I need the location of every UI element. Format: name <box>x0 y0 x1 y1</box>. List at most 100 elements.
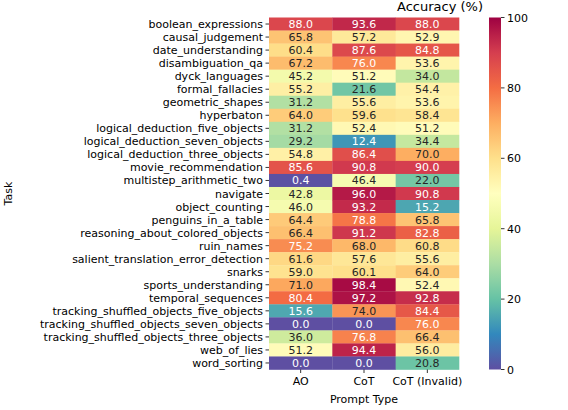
cell-label: 36.0 <box>288 331 313 344</box>
cell-label: 74.0 <box>352 305 377 318</box>
cell-label: 93.2 <box>352 201 377 214</box>
x-tick-label: AO <box>293 375 309 388</box>
cell-label: 55.6 <box>352 96 377 109</box>
x-tick <box>427 370 428 374</box>
y-tick <box>266 284 270 285</box>
y-tick <box>266 206 270 207</box>
heatmap-cell <box>332 161 396 174</box>
heatmap-cell <box>332 200 396 213</box>
y-tick <box>266 50 270 51</box>
y-tick <box>266 232 270 233</box>
y-tick-label: geometric_shapes <box>163 96 264 109</box>
heatmap-cell <box>332 187 396 200</box>
heatmap-cell <box>332 148 396 161</box>
cell-label: 67.2 <box>288 57 313 70</box>
heatmap-cell <box>332 317 396 330</box>
heatmap-cell <box>332 109 396 122</box>
colorbar-tick-label: 40 <box>507 223 521 236</box>
cell-label: 76.0 <box>415 318 440 331</box>
y-tick <box>266 63 270 64</box>
cell-label: 96.0 <box>352 188 377 201</box>
cell-label: 57.6 <box>352 253 377 266</box>
colorbar-tick-label: 100 <box>507 12 528 25</box>
y-tick-label: penguins_in_a_table <box>151 214 263 227</box>
cell-label: 66.4 <box>288 227 313 240</box>
y-tick-label: date_understanding <box>153 44 263 57</box>
heatmap-cell <box>396 174 460 187</box>
heatmap-cell <box>396 265 460 278</box>
heatmap-cell <box>332 239 396 252</box>
cell-label: 15.6 <box>288 305 313 318</box>
heatmap-cell <box>396 304 460 317</box>
cell-label: 88.0 <box>288 18 313 31</box>
y-tick <box>266 37 270 38</box>
y-tick-label: temporal_sequences <box>149 292 263 305</box>
cell-label: 91.2 <box>352 227 377 240</box>
cell-label: 56.0 <box>415 344 440 357</box>
y-tick <box>266 271 270 272</box>
heatmap-cell <box>332 291 396 304</box>
cell-label: 58.4 <box>415 109 440 122</box>
cell-label: 55.2 <box>288 83 313 96</box>
cell-label: 59.0 <box>288 266 313 279</box>
y-tick-label: navigate <box>215 188 263 201</box>
cell-label: 34.4 <box>415 135 440 148</box>
cell-label: 68.0 <box>352 240 377 253</box>
cell-label: 59.6 <box>352 109 377 122</box>
y-tick-label: boolean_expressions <box>148 18 263 31</box>
cell-label: 64.0 <box>288 109 313 122</box>
y-tick <box>266 245 270 246</box>
y-tick <box>266 323 270 324</box>
y-tick-label: logical_deduction_seven_objects <box>84 135 264 148</box>
heatmap-cell <box>396 96 460 109</box>
cell-label: 0.0 <box>355 318 373 331</box>
heatmap-cell <box>269 44 333 57</box>
heatmap-cell <box>332 18 396 31</box>
cell-label: 0.0 <box>355 357 373 370</box>
y-tick <box>266 115 270 116</box>
cell-label: 29.2 <box>288 135 313 148</box>
heatmap-cell <box>396 57 460 70</box>
heatmap-cell <box>396 31 460 44</box>
cell-label: 76.8 <box>352 331 377 344</box>
x-tick <box>364 370 365 374</box>
cell-label: 51.2 <box>415 122 440 135</box>
y-tick-label: web_of_lies <box>200 344 263 357</box>
cell-label: 97.2 <box>352 292 377 305</box>
heatmap-cell <box>332 226 396 239</box>
heatmap-cell <box>269 213 333 226</box>
cell-label: 78.8 <box>352 214 377 227</box>
cell-label: 31.2 <box>288 96 313 109</box>
x-tick <box>300 370 301 374</box>
cell-label: 0.0 <box>292 318 310 331</box>
y-tick-label: multistep_arithmetic_two <box>124 174 264 187</box>
heatmap-cell <box>332 31 396 44</box>
chart: 88.065.860.467.245.255.231.264.031.229.2… <box>0 0 568 410</box>
heatmap-cell <box>396 200 460 213</box>
cell-label: 85.6 <box>288 161 313 174</box>
heatmap-cell <box>396 252 460 265</box>
cell-label: 45.2 <box>288 70 313 83</box>
heatmap-cell <box>396 291 460 304</box>
cell-label: 98.4 <box>352 279 377 292</box>
cell-label: 34.0 <box>415 70 440 83</box>
cell-label: 82.8 <box>415 227 440 240</box>
heatmap-cell <box>269 109 333 122</box>
cell-label: 90.8 <box>352 161 377 174</box>
cell-label: 86.4 <box>352 148 377 161</box>
heatmap-cell <box>396 343 460 356</box>
heatmap-cell <box>269 343 333 356</box>
cell-label: 84.4 <box>415 305 440 318</box>
heatmap-cell <box>396 213 460 226</box>
heatmap-cell <box>332 135 396 148</box>
colorbar-tick-label: 60 <box>507 152 521 165</box>
heatmap-cell <box>269 83 333 96</box>
heatmap-cell <box>332 70 396 83</box>
heatmap-cell <box>269 317 333 330</box>
heatmap-cell <box>269 356 333 369</box>
cell-label: 54.4 <box>415 83 440 96</box>
heatmap-cell <box>269 304 333 317</box>
heatmap-cell <box>269 122 333 135</box>
cell-label: 60.1 <box>352 266 377 279</box>
y-tick-label: tracking_shuffled_objects_three_objects <box>44 331 264 344</box>
